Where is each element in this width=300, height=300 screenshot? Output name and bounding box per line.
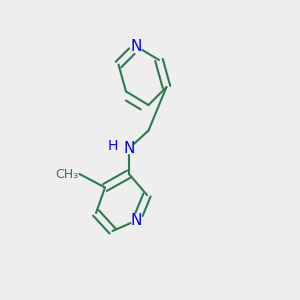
- Text: N: N: [131, 213, 142, 228]
- Text: N: N: [131, 39, 142, 54]
- Text: N: N: [123, 141, 135, 156]
- Text: CH₃: CH₃: [55, 167, 78, 181]
- Text: H: H: [107, 139, 118, 152]
